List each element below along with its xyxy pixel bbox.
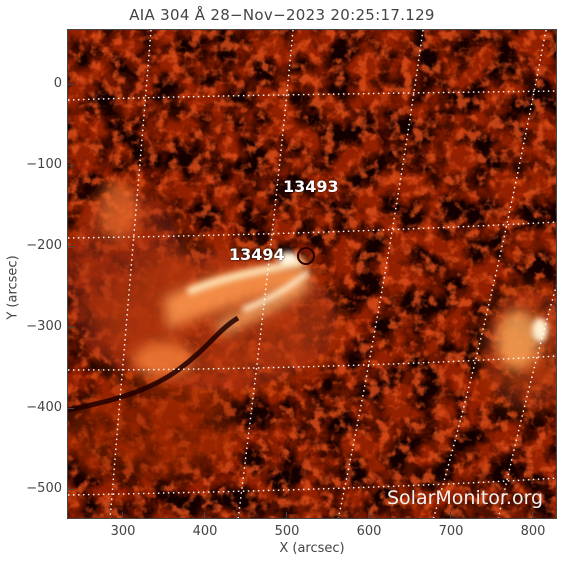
- x-tick-label: 300: [110, 524, 136, 539]
- y-tickmark: [67, 246, 74, 247]
- watermark: SolarMonitor.org: [387, 487, 544, 509]
- sunspot: [297, 247, 315, 265]
- active-region-label: 13493: [283, 177, 339, 196]
- x-tickmark: [450, 512, 451, 519]
- y-tickmark: [67, 327, 74, 328]
- x-tick-label: 800: [520, 524, 546, 539]
- y-tickmark: [67, 489, 74, 490]
- y-tick-label: −100: [26, 157, 62, 172]
- y-tick-label: −500: [26, 481, 62, 496]
- y-tick-label: 0: [53, 76, 62, 91]
- x-tickmark: [122, 512, 123, 519]
- x-tick-label: 600: [356, 524, 382, 539]
- y-tick-label: −400: [26, 400, 62, 415]
- y-tickmark: [67, 165, 74, 166]
- x-tick-label: 700: [438, 524, 464, 539]
- x-tickmark: [286, 512, 287, 519]
- x-tickmark: [532, 512, 533, 519]
- heliographic-grid: [68, 30, 556, 518]
- x-tickmark: [204, 512, 205, 519]
- active-region-core: [186, 252, 548, 342]
- dark-filament: [68, 315, 240, 413]
- active-region-plage: [98, 180, 540, 378]
- x-tickmark: [368, 512, 369, 519]
- y-tickmark: [67, 84, 74, 85]
- image-title: AIA 304 Å 28−Nov−2023 20:25:17.129: [129, 6, 435, 24]
- y-tickmark: [67, 408, 74, 409]
- solar-image-canvas: [68, 30, 556, 518]
- solar-image: [67, 29, 557, 519]
- y-tick-label: −200: [26, 238, 62, 253]
- x-axis-label: X (arcsec): [279, 541, 345, 556]
- x-tick-label: 500: [274, 524, 300, 539]
- y-tick-label: −300: [26, 319, 62, 334]
- y-axis-label: Y (arcsec): [5, 255, 21, 320]
- x-tick-label: 400: [192, 524, 218, 539]
- active-region-label: 13494: [229, 245, 285, 264]
